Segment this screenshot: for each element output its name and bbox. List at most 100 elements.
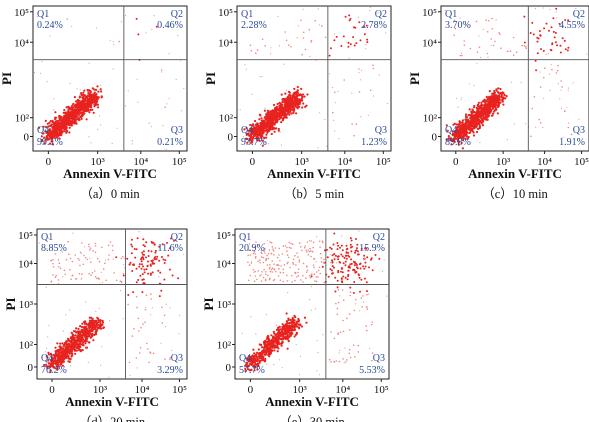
event-dot <box>249 274 251 277</box>
event-dot <box>509 50 512 52</box>
event-dot <box>293 335 296 338</box>
event-dot <box>308 274 311 277</box>
event-dot <box>256 139 259 142</box>
event-dot <box>273 268 276 271</box>
event-dot <box>54 352 58 355</box>
event-dot <box>334 91 336 94</box>
event-dot <box>273 123 276 126</box>
event-dot <box>258 259 261 262</box>
event-dot <box>349 243 352 246</box>
event-dot <box>52 274 54 276</box>
event-dot <box>464 113 468 116</box>
event-dot <box>481 115 484 118</box>
event-dot <box>256 357 259 360</box>
event-dot <box>248 264 251 267</box>
event-dot <box>79 251 82 254</box>
event-dot <box>253 271 255 273</box>
event-dot <box>95 100 98 103</box>
event-dot <box>302 31 305 34</box>
event-dot <box>484 115 487 118</box>
event-dot <box>60 122 63 126</box>
event-dot <box>54 111 57 114</box>
event-dot <box>366 38 369 41</box>
event-dot <box>251 93 253 95</box>
event-dot <box>300 279 302 281</box>
quadrant-percent: 3.29% <box>157 365 183 376</box>
event-dot <box>296 325 299 328</box>
event-dot <box>67 347 70 350</box>
event-dot <box>357 16 360 18</box>
event-dot <box>504 97 507 100</box>
event-dot <box>95 27 97 29</box>
event-dot <box>353 264 356 267</box>
event-dot <box>70 119 72 121</box>
event-dot <box>101 346 103 348</box>
event-dot <box>127 294 130 296</box>
event-dot <box>286 336 289 339</box>
event-dot <box>76 338 79 341</box>
event-dot <box>66 352 69 355</box>
event-dot <box>138 265 141 268</box>
event-dot <box>89 257 91 259</box>
event-dot <box>548 29 550 32</box>
event-dot <box>84 320 87 323</box>
quadrant-percent: 93.7% <box>241 137 267 148</box>
event-dot <box>297 105 300 108</box>
event-dot <box>92 97 95 100</box>
event-dot <box>256 49 259 51</box>
event-dot <box>250 261 253 263</box>
event-dot <box>363 33 366 36</box>
event-dot <box>281 107 284 110</box>
event-dot <box>478 35 480 37</box>
event-dot <box>521 44 523 47</box>
event-dot <box>62 116 65 119</box>
event-dot <box>154 258 157 261</box>
event-dot <box>76 87 78 89</box>
event-dot <box>249 44 252 47</box>
event-dot <box>292 263 295 265</box>
event-dot <box>59 354 62 357</box>
y-tick-label: 10⁴ <box>18 259 33 271</box>
event-dot <box>271 260 274 262</box>
event-dot <box>539 71 541 73</box>
event-dot <box>471 122 474 125</box>
event-dot <box>58 351 61 354</box>
event-dot <box>336 242 339 244</box>
event-dot <box>340 278 343 280</box>
event-dot <box>471 118 474 121</box>
event-dot <box>271 125 274 128</box>
event-dot <box>69 357 72 361</box>
event-dot <box>263 340 266 343</box>
event-dot <box>158 295 161 298</box>
event-dot <box>82 344 85 347</box>
event-dot <box>267 274 269 277</box>
event-dot <box>123 264 125 266</box>
event-dot <box>290 325 293 329</box>
event-dot <box>88 93 91 96</box>
event-dot <box>276 338 279 341</box>
event-dot <box>164 259 167 262</box>
event-dot <box>270 342 273 345</box>
event-dot <box>466 118 470 121</box>
event-dot <box>486 52 489 55</box>
event-dot <box>139 274 142 277</box>
event-dot <box>98 307 100 309</box>
event-dot <box>145 268 148 271</box>
event-dot <box>82 109 85 112</box>
event-dot <box>82 263 85 266</box>
event-dot <box>116 127 118 129</box>
event-dot <box>281 341 284 344</box>
event-dot <box>100 124 102 126</box>
quadrant-percent: 0.24% <box>37 20 63 31</box>
event-dot <box>81 242 83 244</box>
event-dot <box>551 68 553 71</box>
event-dot <box>359 267 362 270</box>
event-dot <box>283 327 286 330</box>
event-dot <box>314 19 317 22</box>
event-dot <box>252 348 255 351</box>
event-dot <box>480 106 483 109</box>
event-dot <box>493 110 496 113</box>
event-dot <box>344 260 347 263</box>
event-dot <box>344 347 346 349</box>
event-dot <box>91 108 94 111</box>
